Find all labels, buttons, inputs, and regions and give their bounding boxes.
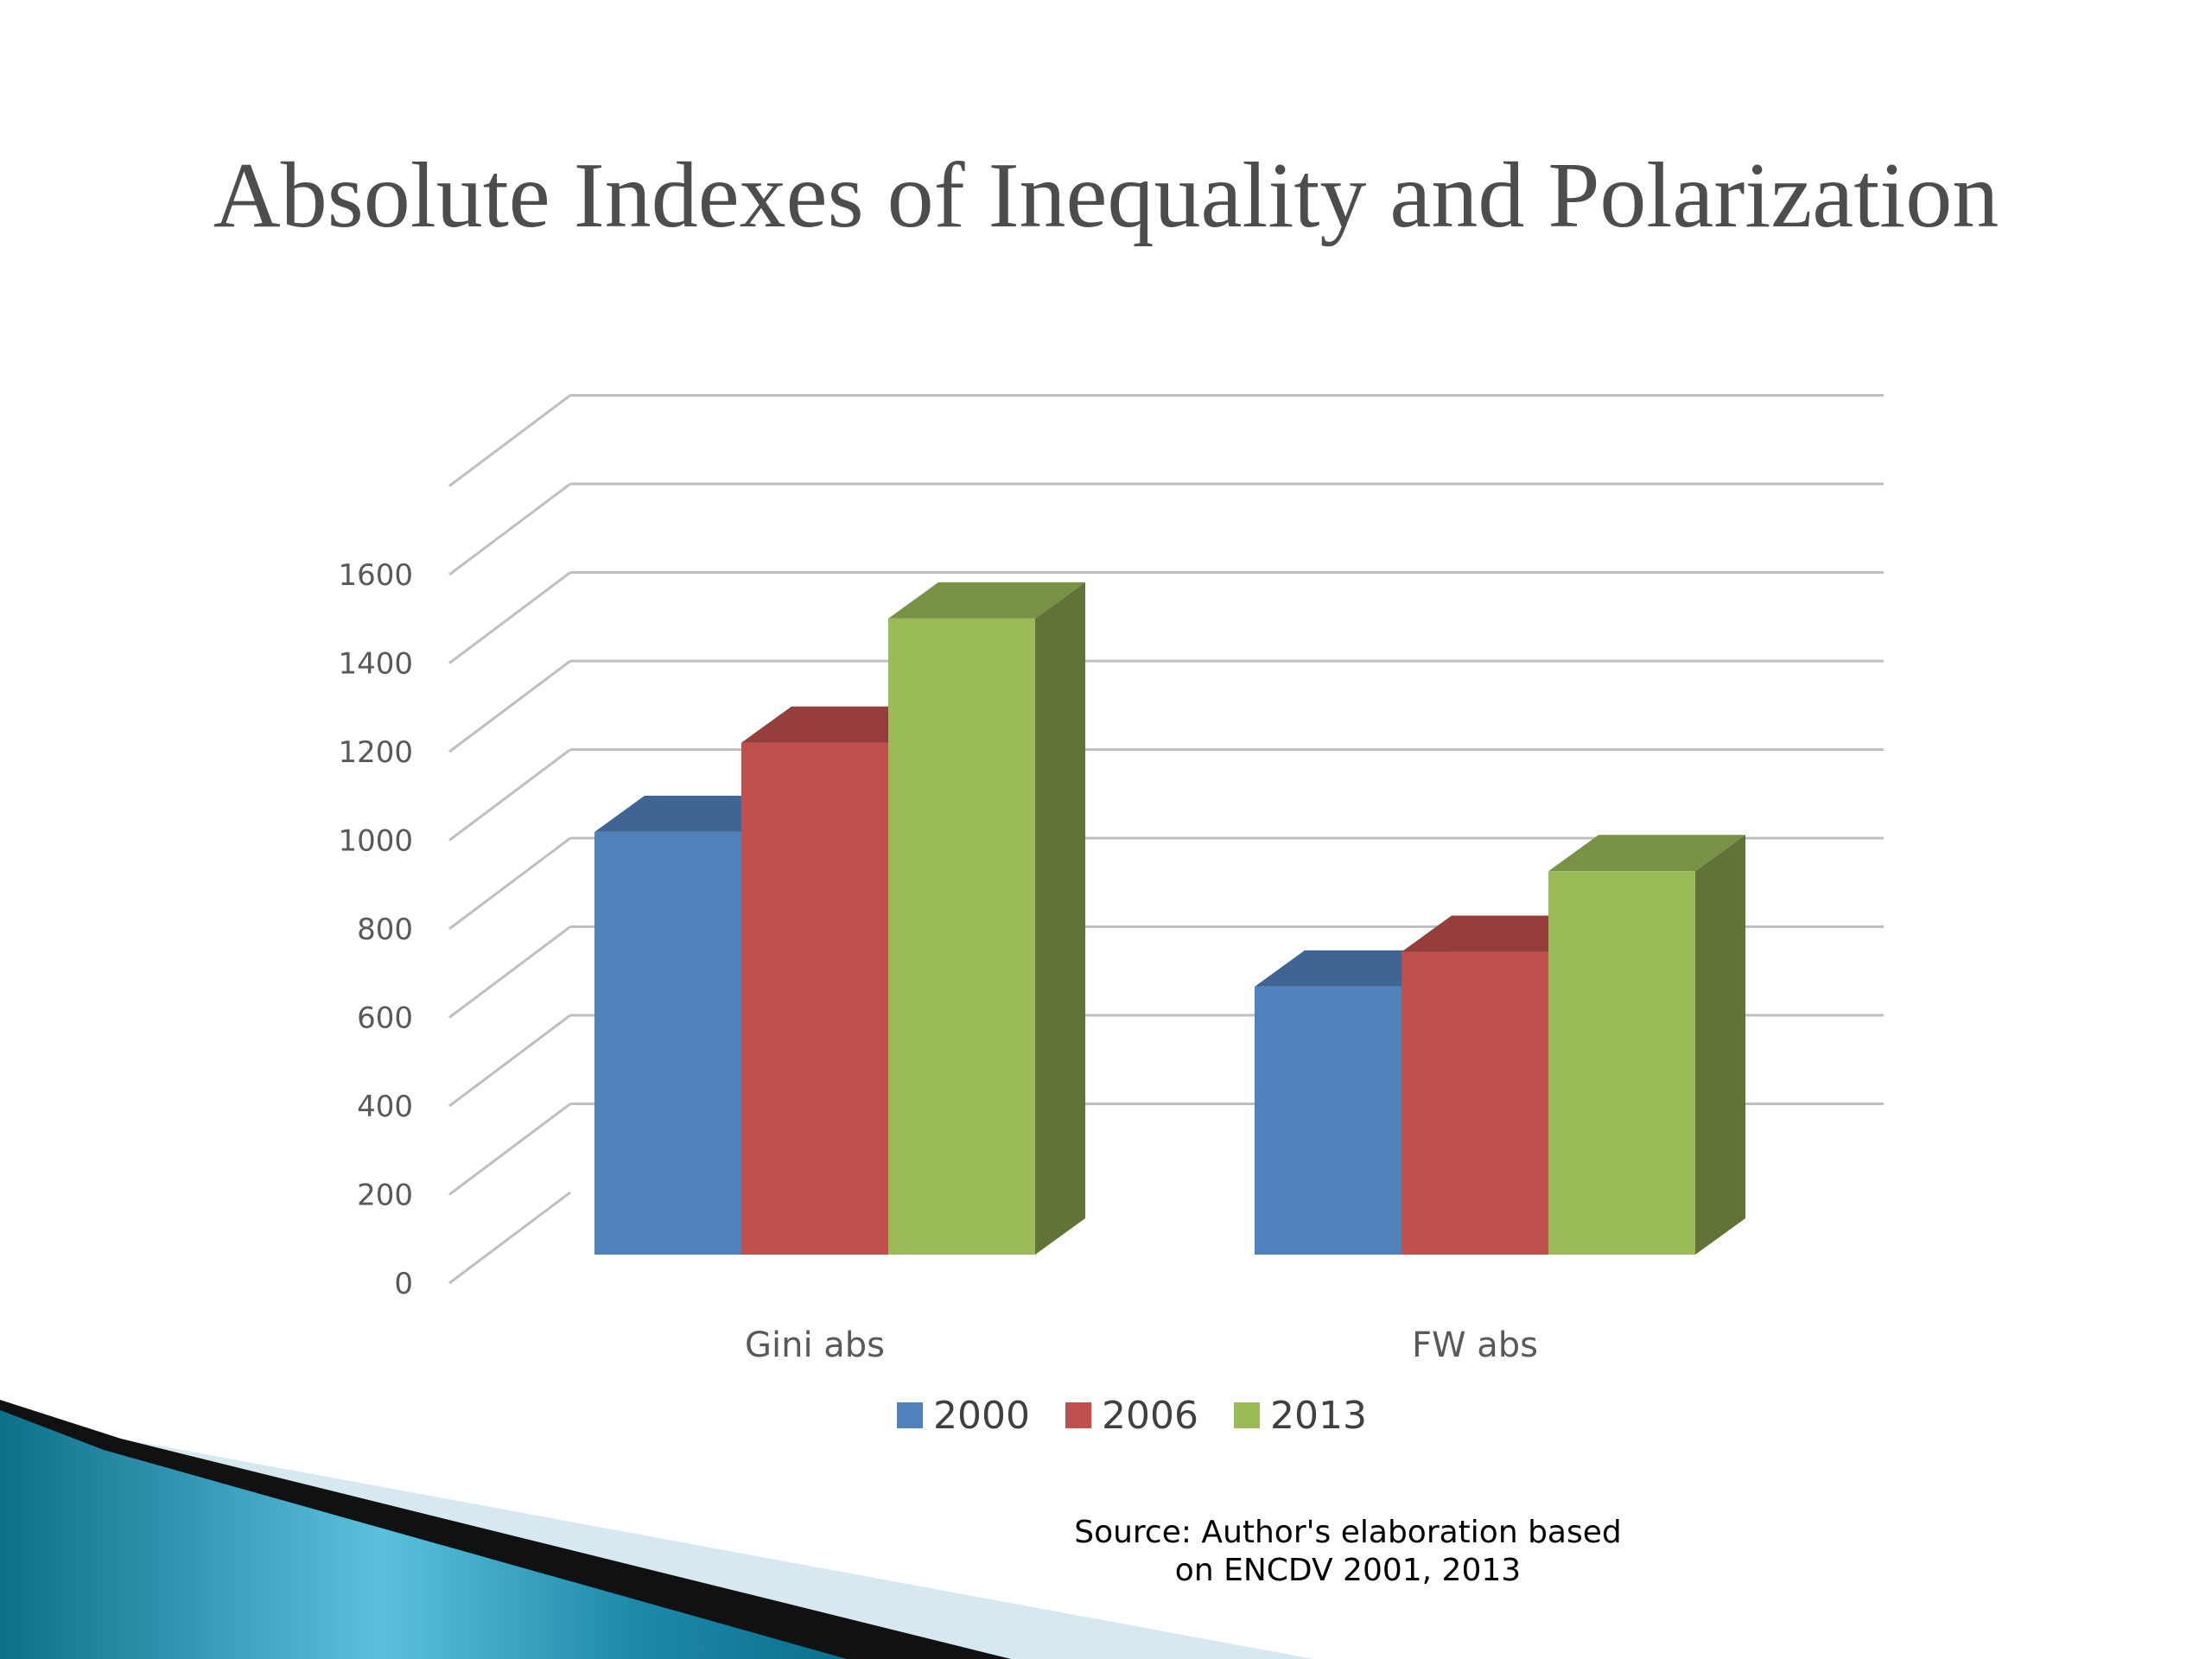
slide-title: Absolute Indexes of Inequality and Polar…: [213, 144, 1999, 247]
source-note: Source: Author's elaboration based on EN…: [1046, 1514, 1650, 1590]
y-tick-label: 1400: [338, 647, 413, 682]
gridline-side: [448, 659, 571, 753]
bar-top: [888, 582, 1085, 619]
y-tick-label: 1000: [338, 824, 413, 859]
gridline-side: [448, 1103, 571, 1196]
gridline-side: [448, 748, 571, 842]
x-category-label: Gini abs: [745, 1325, 885, 1365]
y-tick-label: 600: [357, 1001, 413, 1036]
bar: [1548, 871, 1695, 1255]
gridline-side: [448, 836, 571, 931]
bar-top: [1548, 835, 1745, 872]
y-tick-label: 0: [394, 1267, 413, 1301]
y-tick-label: 1600: [338, 558, 413, 593]
gridline-side: [448, 1014, 571, 1108]
y-tick-label: 800: [357, 912, 413, 947]
bar: [1402, 951, 1548, 1255]
bar-side: [1035, 582, 1085, 1255]
legend-label: 2006: [1102, 1394, 1198, 1438]
bar: [594, 831, 741, 1255]
y-tick-label: 1200: [338, 735, 413, 770]
y-tick-label: 200: [357, 1179, 413, 1213]
bar: [1255, 986, 1402, 1255]
gridline-side: [448, 571, 571, 664]
bar-side: [1695, 835, 1745, 1255]
y-tick-label: 400: [357, 1090, 413, 1124]
legend-label: 2000: [933, 1394, 1030, 1438]
legend-swatch: [897, 1402, 923, 1428]
bar: [888, 618, 1035, 1255]
gridline-side: [448, 482, 571, 576]
source-line-2: on ENCDV 2001, 2013: [1174, 1553, 1522, 1588]
gridline-side: [448, 925, 571, 1019]
legend-label: 2013: [1270, 1394, 1367, 1438]
gridline-side: [448, 394, 571, 487]
x-category-label: FW abs: [1412, 1325, 1538, 1365]
gridline-side: [448, 1191, 571, 1285]
source-line-1: Source: Author's elaboration based: [1074, 1515, 1622, 1550]
legend-swatch: [1234, 1402, 1260, 1428]
bar: [741, 742, 888, 1255]
legend-swatch: [1065, 1402, 1091, 1428]
